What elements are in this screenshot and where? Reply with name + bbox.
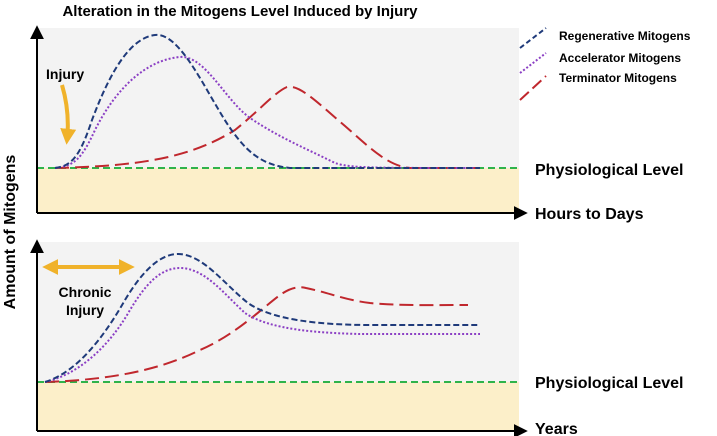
legend-regenerative-swatch [519,27,547,49]
legend-terminator-swatch [519,75,547,101]
chronic-accelerator-curve [44,266,480,383]
chronic-terminator-curve [44,286,469,383]
chronic-injury-label-line2: Injury [66,302,104,318]
legend: Regenerative Mitogens Accelerator Mitoge… [519,27,691,101]
legend-accelerator-swatch [519,52,547,74]
chronic-physiological-level-label: Physiological Level [535,375,684,392]
acute-baseline-region [37,168,519,213]
chronic-panel: Chronic Injury Physiological Level Years [30,239,684,436]
chronic-injury-label-line1: Chronic [59,284,112,300]
acute-panel: Injury Physiological Level Hours to Days [30,25,684,223]
y-axis-label: Amount of Mitogens [2,155,19,310]
acute-physiological-level-label: Physiological Level [535,162,684,179]
acute-regenerative-curve [54,33,480,169]
chronic-regenerative-curve [44,252,480,383]
figure-title: Alteration in the Mitogens Level Induced… [62,3,418,20]
legend-terminator-label: Terminator Mitogens [559,71,677,85]
acute-injury-arrow [60,84,77,145]
chronic-baseline-region [37,382,519,431]
legend-accelerator-label: Accelerator Mitogens [559,51,681,65]
acute-injury-label: Injury [46,66,84,82]
legend-regenerative-label: Regenerative Mitogens [559,29,691,43]
acute-terminator-curve [54,85,480,169]
acute-accelerator-curve [54,55,481,169]
chronic-x-axis-label: Years [535,421,578,436]
acute-x-axis-label: Hours to Days [535,206,644,223]
